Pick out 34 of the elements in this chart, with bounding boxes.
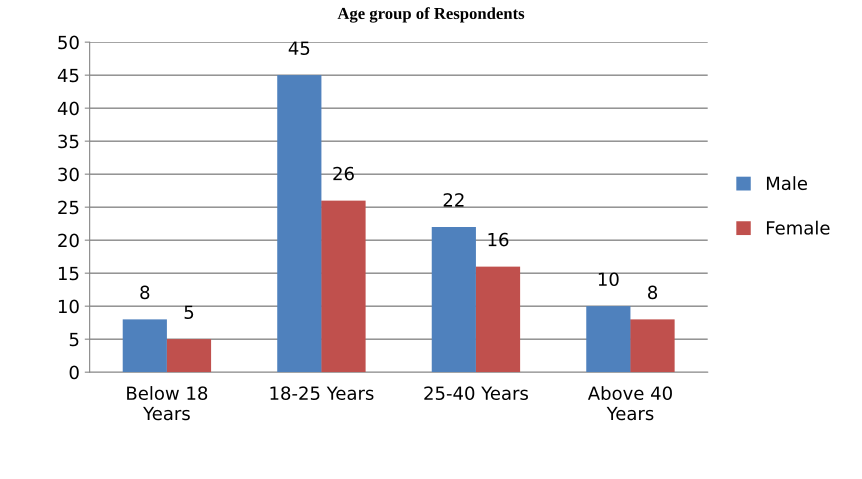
bar [476, 266, 520, 372]
y-tick-label: 15 [58, 266, 78, 280]
y-tick-label: 0 [70, 366, 79, 380]
bar [586, 306, 630, 372]
legend-label: Male [766, 176, 808, 190]
y-tick-label: 35 [58, 134, 78, 148]
bar [321, 200, 366, 372]
data-label: 10 [598, 272, 619, 286]
data-label: 45 [288, 42, 310, 55]
y-tick-label: 20 [58, 234, 79, 248]
x-tick-label: 25-40 Years [424, 386, 528, 400]
bar [277, 75, 322, 372]
data-label: 22 [444, 193, 464, 207]
y-tick-label: 30 [58, 168, 79, 182]
x-tick-label: Below 18 Years [127, 386, 208, 420]
x-tick-label: Above 40 Years [588, 386, 672, 420]
legend-label: Female [766, 220, 830, 235]
chart-title: Age group of Respondents [338, 7, 524, 23]
data-label: 26 [333, 166, 354, 180]
y-tick-label: 5 [70, 332, 78, 346]
y-tick-label: 50 [58, 36, 79, 50]
y-tick-label: 40 [58, 102, 79, 116]
bar [122, 319, 167, 372]
y-tick-label: 45 [58, 68, 78, 82]
bar [432, 226, 476, 372]
data-label: 5 [184, 306, 194, 320]
x-tick-label: 18-25 Years [270, 386, 374, 400]
data-label: 8 [140, 286, 150, 300]
bar [630, 319, 675, 372]
y-tick-label: 10 [58, 300, 79, 314]
data-label: 16 [488, 232, 508, 246]
bar [166, 339, 212, 372]
y-tick-label: 25 [58, 200, 78, 214]
data-label: 8 [648, 286, 658, 300]
